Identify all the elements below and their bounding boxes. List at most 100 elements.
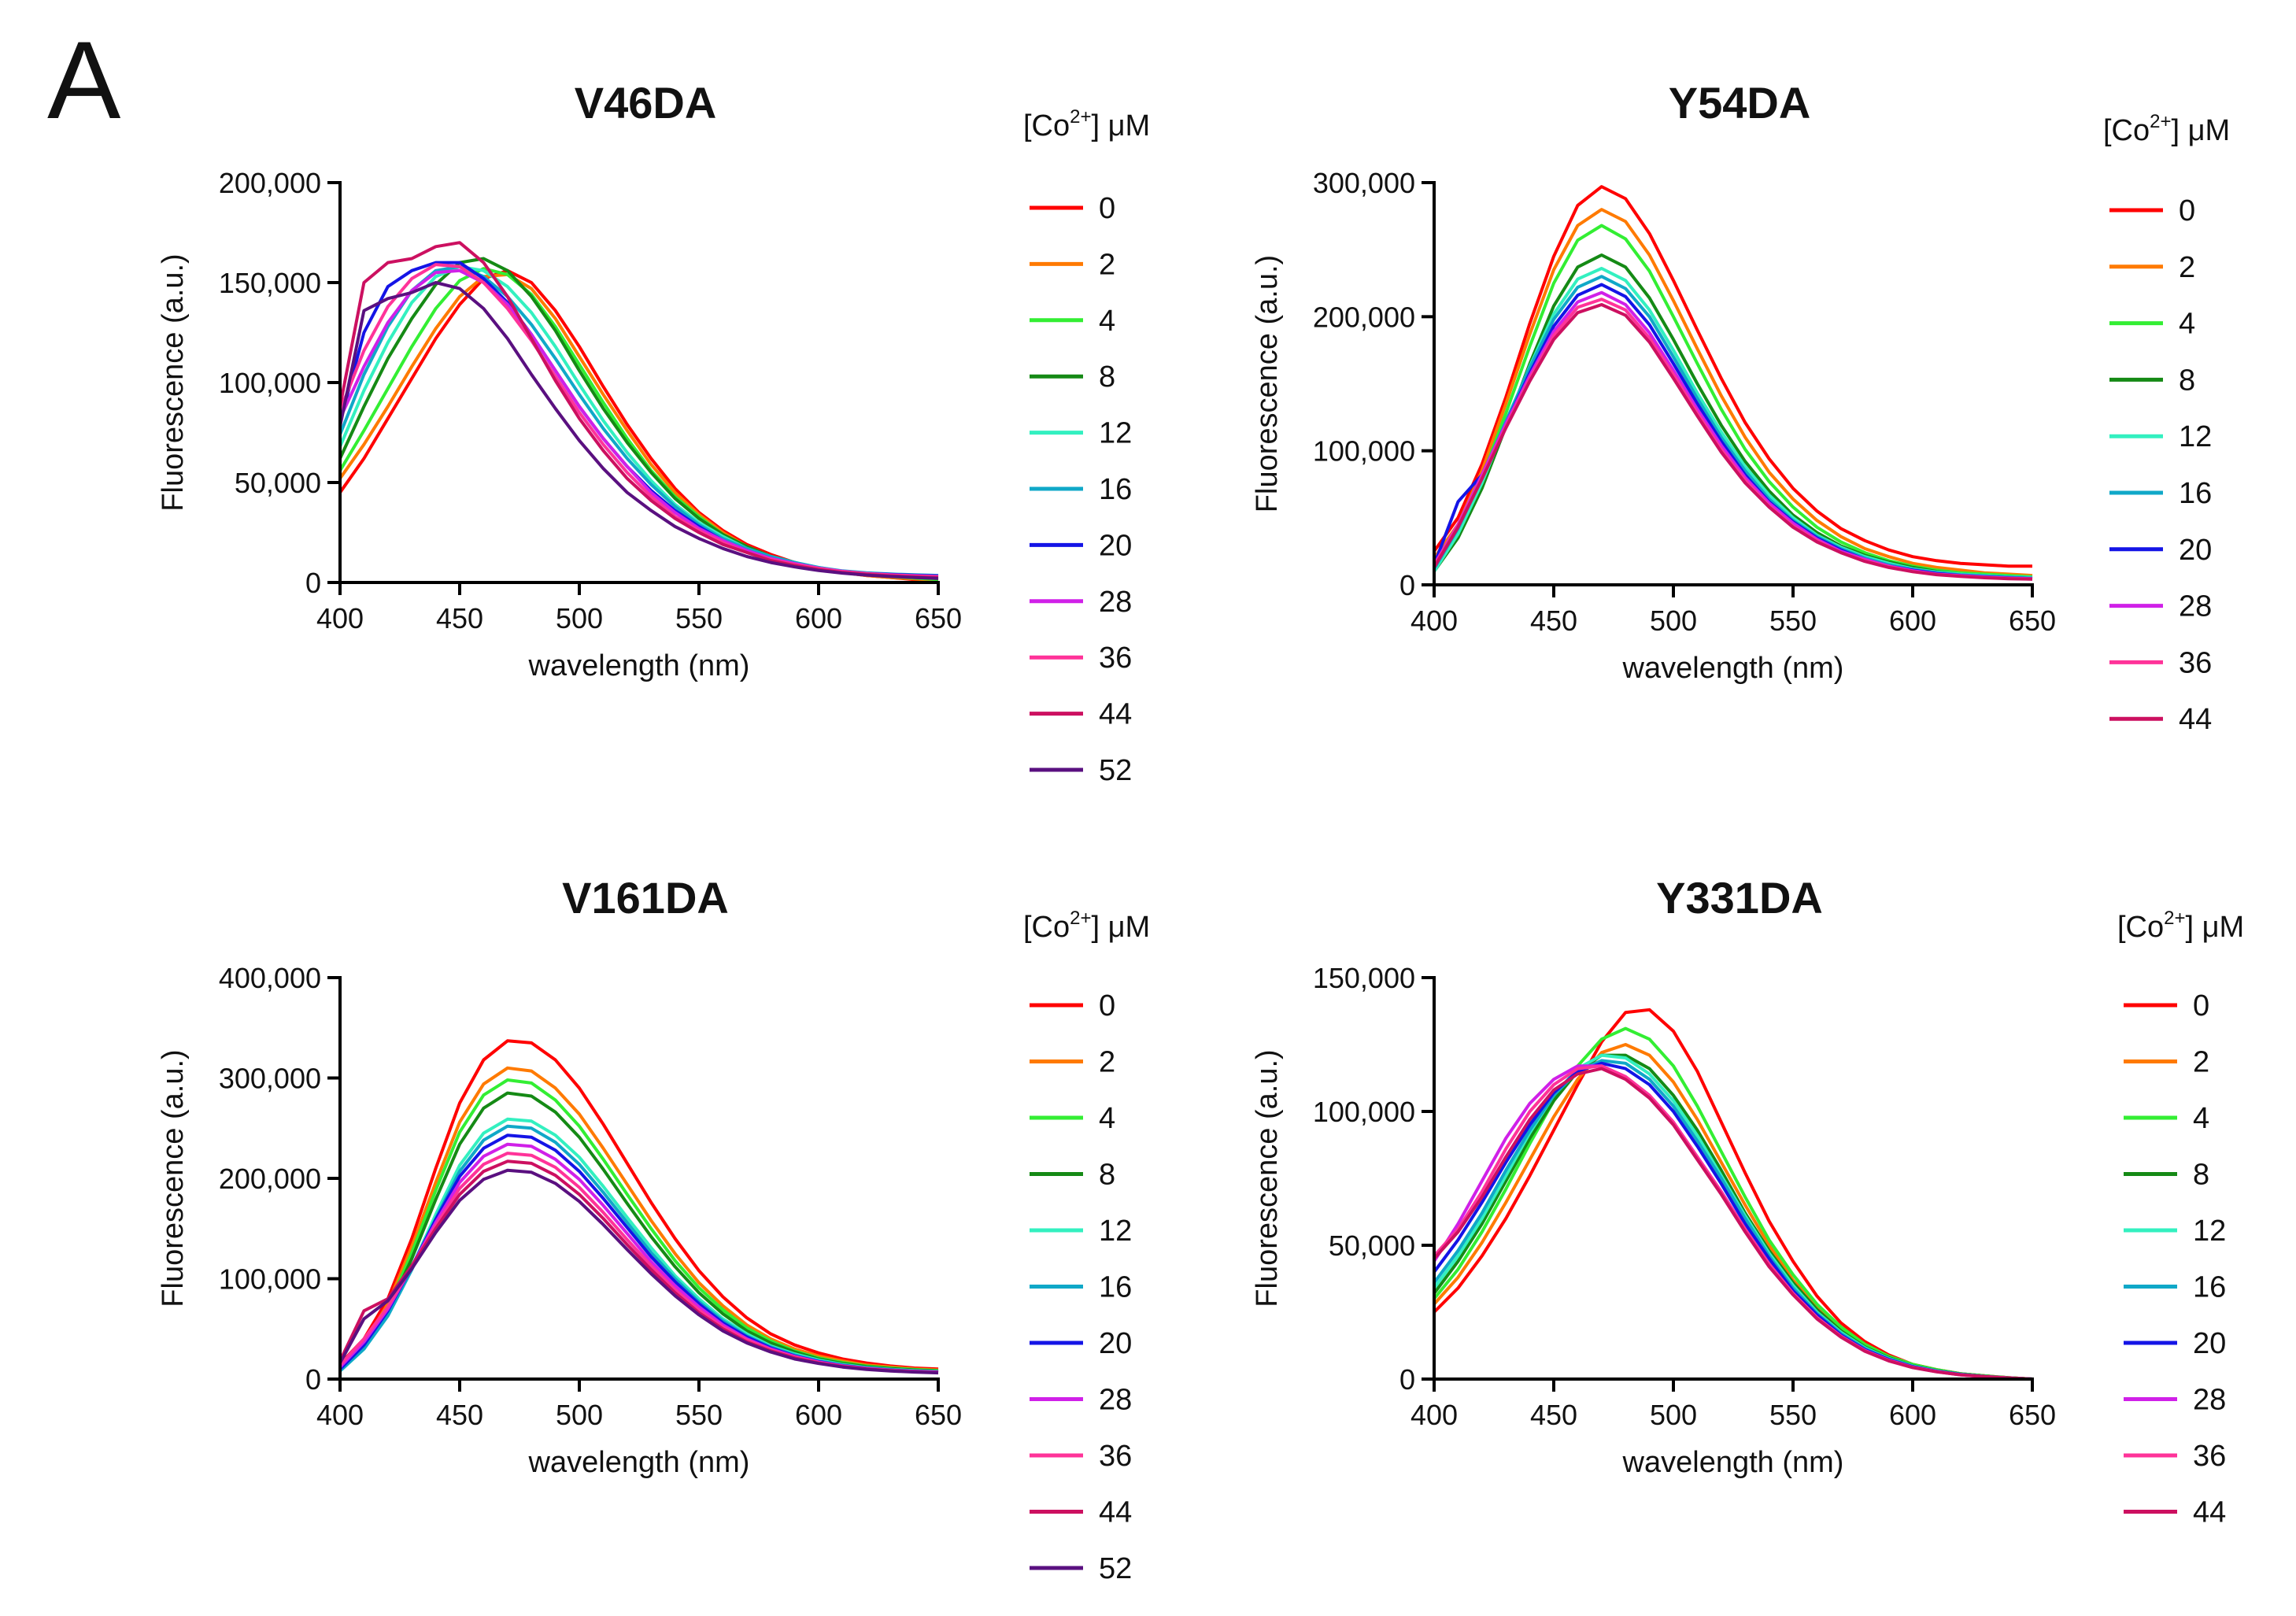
legend-title-superscript: 2+ — [1070, 908, 1091, 929]
series-line-16 — [1433, 1059, 2033, 1381]
series-line-8 — [338, 257, 939, 580]
x-axis-label: wavelength (nm) — [528, 1446, 750, 1479]
y-tick-label: 100,000 — [1313, 435, 1415, 468]
legend-label-52: 52 — [1099, 1552, 1132, 1585]
legend-label-0: 0 — [1099, 192, 1115, 225]
chart-v46da: V46DA 400 450 500 550 600 650 0 50,000 100,000 150… — [157, 78, 1150, 787]
x-tick-label: 450 — [436, 1399, 483, 1431]
legend-label-8: 8 — [2179, 364, 2195, 397]
legend-title: [Co2+] μM — [1023, 106, 1150, 142]
series-line-16 — [338, 264, 939, 578]
x-tick-label: 600 — [795, 1399, 842, 1431]
x-tick-label: 400 — [316, 602, 364, 634]
chart-y54da: Y54DA 400 450 500 550 600 650 0 100,000 200,000 30… — [1251, 78, 2230, 736]
legend-label-20: 20 — [2193, 1327, 2226, 1360]
y-axis-label: Fluorescence (a.u.) — [157, 253, 190, 511]
x-tick-label: 500 — [1650, 1399, 1697, 1431]
x-tick-label: 650 — [915, 1399, 962, 1431]
legend-label-12: 12 — [2193, 1215, 2226, 1248]
series-line-2 — [1433, 208, 2033, 578]
legend-label-12: 12 — [1099, 417, 1132, 450]
chart-v161da: V161DA 400 450 500 550 600 650 0 100,000 200,000 3… — [157, 873, 1150, 1585]
legend-title-prefix: [Co — [2117, 911, 2164, 944]
chart-title: Y331DA — [1656, 873, 1823, 923]
y-tick-label: 300,000 — [219, 1063, 321, 1095]
x-tick-label: 600 — [1889, 605, 1936, 637]
x-tick-label: 600 — [795, 602, 842, 634]
series-line-12 — [338, 264, 939, 579]
legend-title-suffix: ] μM — [2172, 114, 2231, 147]
x-tick-label: 450 — [1530, 1399, 1577, 1431]
legend-title: [Co2+] μM — [1023, 908, 1150, 944]
series-line-44 — [1433, 1067, 2033, 1381]
x-tick-label: 400 — [1411, 1399, 1458, 1431]
y-tick-label: 100,000 — [219, 367, 321, 399]
legend-label-28: 28 — [2179, 590, 2212, 623]
y-tick-label: 50,000 — [235, 467, 321, 499]
legend-label-2: 2 — [2179, 251, 2195, 284]
legend-title: [Co2+] μM — [2103, 111, 2230, 147]
legend-label-52: 52 — [1099, 754, 1132, 787]
legend-label-44: 44 — [2193, 1496, 2226, 1529]
chart-title: V46DA — [575, 78, 717, 128]
x-axis-label: wavelength (nm) — [1622, 652, 1844, 685]
legend-label-2: 2 — [2193, 1046, 2209, 1079]
legend-title-superscript: 2+ — [2164, 908, 2185, 929]
y-tick-label: 200,000 — [1313, 301, 1415, 333]
legend-label-0: 0 — [1099, 989, 1115, 1022]
series-line-28 — [1433, 1064, 2033, 1381]
x-tick-label: 500 — [556, 602, 603, 634]
legend-label-36: 36 — [2179, 646, 2212, 679]
legend-label-36: 36 — [2193, 1440, 2226, 1473]
y-tick-label: 150,000 — [219, 267, 321, 299]
legend-label-4: 4 — [2179, 308, 2195, 341]
legend-label-16: 16 — [1099, 473, 1132, 506]
y-tick-label: 200,000 — [219, 1163, 321, 1195]
y-tick-label: 150,000 — [1313, 962, 1415, 994]
y-tick-label: 0 — [1399, 1363, 1415, 1396]
x-tick-label: 500 — [1650, 605, 1697, 637]
chart-y331da: Y331DA 400 450 500 550 600 650 0 50,000 100,000 15… — [1251, 873, 2244, 1529]
x-axis-label: wavelength (nm) — [1622, 1446, 1844, 1479]
x-axis-label: wavelength (nm) — [528, 649, 750, 682]
series-line-0 — [338, 1039, 939, 1371]
legend-label-12: 12 — [1099, 1215, 1132, 1248]
x-tick-label: 400 — [1411, 605, 1458, 637]
x-tick-label: 400 — [316, 1399, 364, 1431]
series-line-28 — [1433, 290, 2033, 581]
x-tick-label: 550 — [1769, 605, 1817, 637]
chart-title: Y54DA — [1669, 78, 1811, 128]
series-line-4 — [338, 267, 939, 582]
x-tick-label: 600 — [1889, 1399, 1936, 1431]
x-tick-label: 550 — [675, 602, 723, 634]
legend-label-44: 44 — [1099, 1496, 1132, 1529]
y-axis-label: Fluorescence (a.u.) — [1251, 1049, 1284, 1307]
legend-label-28: 28 — [1099, 1384, 1132, 1417]
legend-label-28: 28 — [1099, 586, 1132, 619]
y-tick-label: 100,000 — [1313, 1096, 1415, 1128]
x-tick-label: 450 — [1530, 605, 1577, 637]
y-tick-label: 0 — [305, 1363, 321, 1396]
x-tick-label: 650 — [2009, 605, 2056, 637]
legend-title-suffix: ] μM — [1092, 911, 1151, 944]
legend-label-2: 2 — [1099, 1046, 1115, 1079]
x-tick-label: 500 — [556, 1399, 603, 1431]
x-tick-label: 450 — [436, 602, 483, 634]
y-tick-label: 100,000 — [219, 1263, 321, 1296]
legend-label-8: 8 — [1099, 361, 1115, 394]
legend-title-superscript: 2+ — [1070, 106, 1091, 128]
y-axis-label: Fluorescence (a.u.) — [1251, 255, 1284, 512]
legend-label-16: 16 — [2179, 477, 2212, 510]
series-line-44 — [1433, 303, 2033, 581]
series-line-52 — [338, 281, 939, 580]
y-tick-label: 0 — [305, 567, 321, 599]
panel-letter: A — [47, 18, 121, 142]
legend-label-20: 20 — [1099, 529, 1132, 562]
series-line-44 — [338, 1159, 939, 1374]
y-tick-label: 200,000 — [219, 167, 321, 199]
series-line-52 — [338, 1168, 939, 1375]
legend-title-prefix: [Co — [1023, 911, 1070, 944]
x-tick-label: 550 — [675, 1399, 723, 1431]
legend-title: [Co2+] μM — [2117, 908, 2244, 944]
